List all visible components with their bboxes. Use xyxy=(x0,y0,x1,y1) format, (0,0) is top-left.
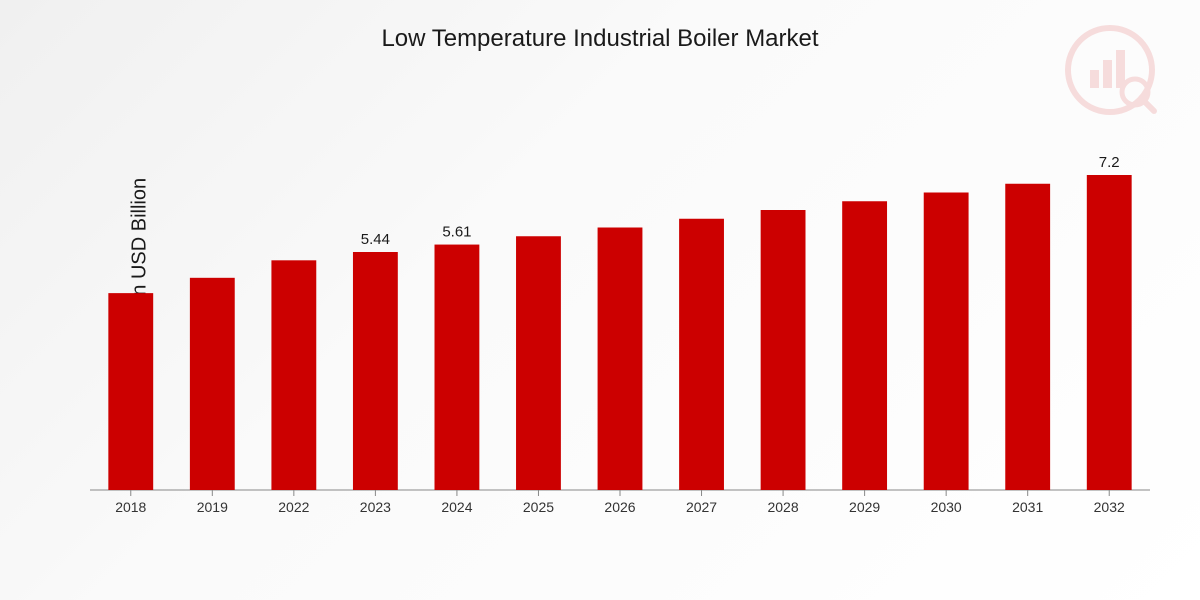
bar-value-label: 5.61 xyxy=(442,224,471,241)
x-tick-label: 2028 xyxy=(767,499,798,515)
bar xyxy=(435,245,480,490)
bar xyxy=(516,236,561,490)
bar xyxy=(761,210,806,490)
chart-title: Low Temperature Industrial Boiler Market xyxy=(0,0,1200,53)
bar xyxy=(598,228,643,491)
bar-value-label: 5.44 xyxy=(361,231,390,248)
x-tick-label: 2027 xyxy=(686,499,717,515)
bar xyxy=(271,260,316,490)
bar-value-label: 7.2 xyxy=(1099,154,1120,171)
bar xyxy=(190,278,235,490)
bar xyxy=(1087,175,1132,490)
bar xyxy=(108,293,153,490)
bar xyxy=(353,252,398,490)
x-tick-label: 2031 xyxy=(1012,499,1043,515)
bar-chart-svg: 2018 2019 2022 2023 5.44 2024 5.61 2025 2026 2027… xyxy=(80,110,1160,530)
x-tick-label: 2025 xyxy=(523,499,554,515)
x-tick-label: 2019 xyxy=(197,499,228,515)
chart-plot-area: 2018 2019 2022 2023 5.44 2024 5.61 2025 2026 2027… xyxy=(80,110,1160,530)
x-tick-label: 2030 xyxy=(931,499,962,515)
x-tick-label: 2029 xyxy=(849,499,880,515)
x-tick-label: 2022 xyxy=(278,499,309,515)
x-tick-label: 2032 xyxy=(1094,499,1125,515)
bar xyxy=(924,193,969,491)
x-tick-label: 2026 xyxy=(604,499,635,515)
bar xyxy=(1005,184,1050,490)
bar xyxy=(679,219,724,490)
x-tick-label: 2023 xyxy=(360,499,391,515)
x-tick-label: 2018 xyxy=(115,499,146,515)
bar xyxy=(842,201,887,490)
x-tick-label: 2024 xyxy=(441,499,472,515)
